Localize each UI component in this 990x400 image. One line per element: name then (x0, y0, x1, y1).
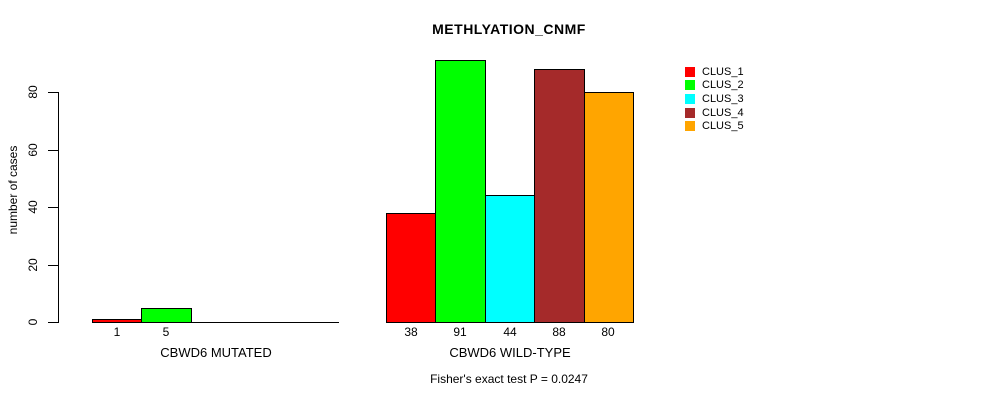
bar-value-label: 1 (113, 325, 121, 339)
y-tick-40 (48, 207, 58, 208)
bar-value-label: 5 (162, 325, 170, 339)
legend-swatch-clus_2-icon (685, 80, 695, 91)
bar-clus_3-group-1 (485, 195, 535, 323)
legend-label: CLUS_2 (702, 79, 744, 92)
legend-swatch-clus_5-icon (685, 121, 695, 132)
y-tick-60 (48, 150, 58, 151)
group-label-0: CBWD6 MUTATED (160, 345, 272, 360)
y-tick-20 (48, 265, 58, 266)
bar-value-label: 88 (552, 325, 566, 339)
bar-value-label: 44 (503, 325, 517, 339)
legend-swatch-clus_3-icon (685, 93, 695, 104)
y-axis-line (58, 92, 59, 323)
y-tick-label-40: 40 (26, 200, 40, 214)
baseline-group-0 (92, 322, 339, 323)
bar-value-label: 80 (601, 325, 615, 339)
legend: CLUS_1 CLUS_2 CLUS_3 CLUS_4 CLUS_5 (685, 65, 744, 133)
legend-entry-clus_1: CLUS_1 (685, 65, 744, 79)
bar-clus_4-group-1 (534, 69, 585, 323)
y-tick-label-0: 0 (26, 318, 40, 326)
bar-value-label: 38 (404, 325, 418, 339)
y-tick-80 (48, 92, 58, 93)
y-tick-label-20: 20 (26, 258, 40, 272)
legend-entry-clus_3: CLUS_3 (685, 92, 744, 106)
bar-clus_5-group-1 (584, 92, 634, 323)
legend-swatch-clus_1-icon (685, 66, 695, 77)
y-tick-0 (48, 322, 58, 323)
legend-label: CLUS_1 (702, 65, 744, 78)
y-tick-label-80: 80 (26, 85, 40, 99)
bar-clus_1-group-0 (92, 319, 142, 323)
bar-clus_2-group-0 (141, 308, 192, 323)
chart-title: METHLYATION_CNMF (432, 21, 586, 37)
bar-clus_1-group-1 (386, 213, 436, 323)
legend-entry-clus_5: CLUS_5 (685, 119, 744, 133)
legend-label: CLUS_3 (702, 92, 744, 105)
legend-entry-clus_2: CLUS_2 (685, 79, 744, 93)
subtitle-fisher-test: Fisher's exact test P = 0.0247 (430, 372, 588, 386)
legend-label: CLUS_5 (702, 120, 744, 133)
legend-swatch-clus_4-icon (685, 107, 695, 118)
legend-entry-clus_4: CLUS_4 (685, 106, 744, 120)
bar-clus_2-group-1 (435, 60, 486, 323)
bar-value-label: 91 (453, 325, 467, 339)
y-tick-label-60: 60 (26, 143, 40, 157)
legend-label: CLUS_4 (702, 106, 744, 119)
y-axis-label: number of cases (6, 145, 20, 235)
group-label-1: CBWD6 WILD-TYPE (449, 345, 571, 360)
